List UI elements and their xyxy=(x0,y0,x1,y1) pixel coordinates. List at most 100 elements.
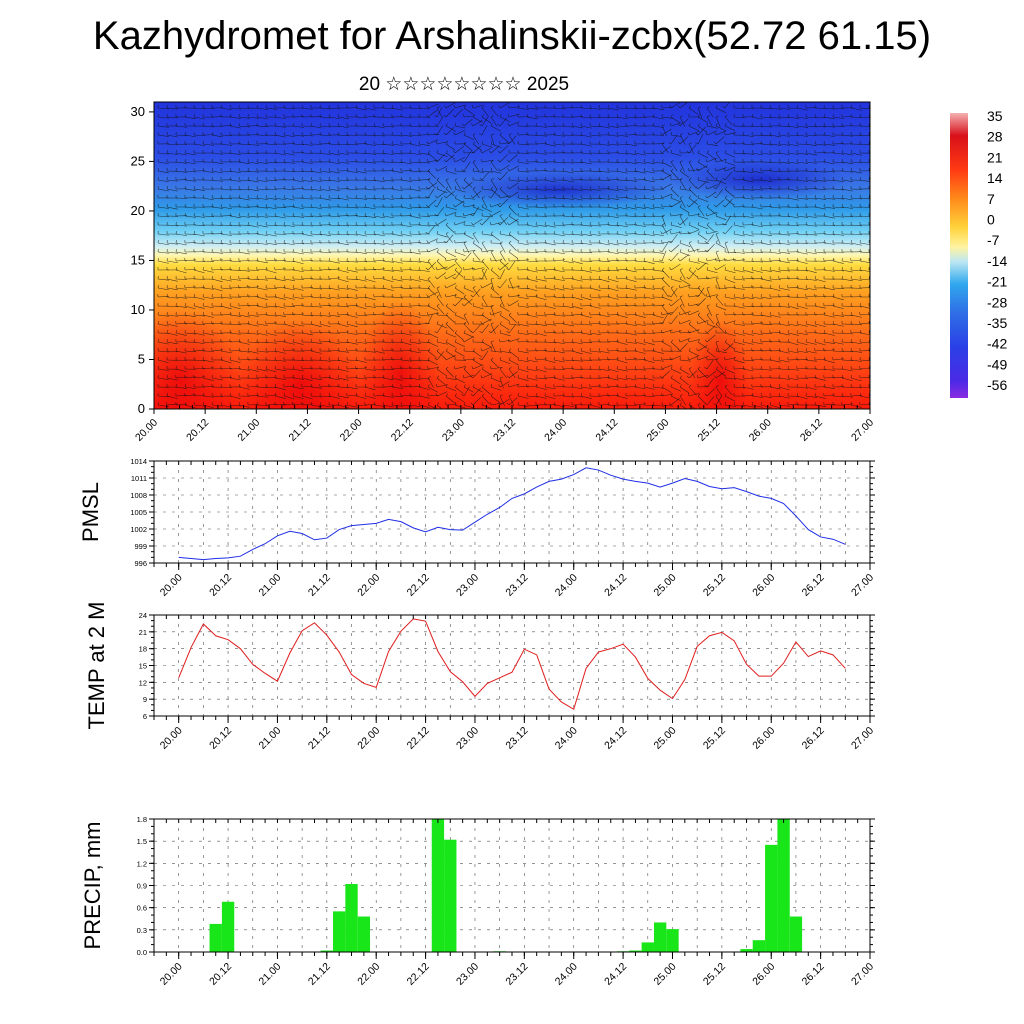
wind-barb-flag xyxy=(427,311,429,316)
wind-barb xyxy=(742,188,754,191)
wind-barb-flag xyxy=(661,214,665,217)
wind-barb xyxy=(292,368,304,372)
wind-barb-flag xyxy=(841,195,843,199)
wind-barb xyxy=(400,341,412,346)
wind-barb xyxy=(400,206,412,210)
wind-barb-flag xyxy=(733,267,735,271)
wind-barb xyxy=(355,233,367,237)
wind-barb-flag xyxy=(229,303,232,307)
wind-barb xyxy=(157,125,169,128)
wind-barb-flag xyxy=(643,357,645,361)
wind-barb xyxy=(256,197,268,200)
wind-barb xyxy=(670,201,681,208)
wind-barb-flag xyxy=(706,267,709,271)
wind-barb xyxy=(733,341,745,345)
wind-barb xyxy=(778,251,790,254)
wind-barb-flag xyxy=(400,330,402,334)
wind-barb xyxy=(580,125,592,129)
wind-barb xyxy=(724,125,736,131)
wind-barb xyxy=(733,224,745,228)
wind-barb-flag xyxy=(211,276,214,280)
wind-barb-flag xyxy=(733,375,735,379)
wind-barb xyxy=(319,314,331,317)
wind-barb xyxy=(697,242,710,244)
wind-barb-flag xyxy=(677,105,681,109)
wind-barb xyxy=(490,269,500,278)
wind-barb-flag xyxy=(526,375,528,379)
wind-barb xyxy=(544,242,556,246)
wind-barb xyxy=(247,197,259,200)
wind-barb-flag xyxy=(274,150,276,154)
wind-barb xyxy=(292,251,304,255)
wind-barb xyxy=(265,341,277,344)
wind-barb xyxy=(859,305,870,309)
wind-barb-flag xyxy=(452,114,456,118)
wind-barb xyxy=(616,143,628,145)
wind-barb xyxy=(832,296,844,301)
wind-barb-flag xyxy=(643,176,645,181)
wind-barb xyxy=(679,206,690,214)
wind-barb-flag xyxy=(470,375,474,379)
wind-barb xyxy=(841,332,853,335)
wind-barb-flag xyxy=(463,231,466,235)
wind-barb-flag xyxy=(328,285,330,289)
wind-barb xyxy=(409,170,421,173)
wind-barb xyxy=(337,377,349,381)
wind-barb xyxy=(814,143,826,146)
wind-barb xyxy=(859,242,870,245)
wind-barb xyxy=(157,368,169,371)
wind-barb-flag xyxy=(805,150,807,154)
wind-barb-flag xyxy=(704,249,708,253)
wind-barb-flag xyxy=(434,213,438,217)
wind-barb-flag xyxy=(444,357,447,361)
wind-barb-flag xyxy=(706,204,710,208)
wind-barb-flag xyxy=(382,239,384,244)
wind-barb xyxy=(598,260,610,262)
wind-barb xyxy=(868,368,870,370)
wind-barb xyxy=(283,224,295,227)
wind-barb xyxy=(715,136,725,145)
wind-barb xyxy=(850,323,862,326)
wind-barb xyxy=(787,224,799,227)
wind-barb-flag xyxy=(706,312,710,316)
wind-barb xyxy=(580,224,592,227)
wind-barb xyxy=(499,134,509,143)
wind-barb xyxy=(571,188,583,191)
wind-barb-flag xyxy=(625,285,627,289)
wind-barb xyxy=(229,179,241,182)
wind-barb xyxy=(760,323,772,325)
wind-barb xyxy=(220,143,232,146)
wind-barb xyxy=(742,341,754,345)
wind-barb xyxy=(562,305,574,309)
wind-barb xyxy=(292,269,304,273)
wind-barb-flag xyxy=(409,141,411,145)
wind-barb xyxy=(499,305,510,312)
wind-barb-flag xyxy=(507,303,510,307)
wind-barb xyxy=(436,153,445,163)
wind-barb xyxy=(796,287,808,291)
wind-barb-flag xyxy=(688,339,690,343)
wind-barb xyxy=(382,143,394,146)
wind-barb-flag xyxy=(454,375,457,379)
wind-barb-flag xyxy=(310,122,312,127)
wind-barb-flag xyxy=(660,330,663,334)
wind-barb xyxy=(715,167,727,172)
wind-barb xyxy=(661,305,670,315)
wind-barb xyxy=(805,116,817,119)
wind-barb xyxy=(787,377,799,381)
wind-barb-flag xyxy=(445,312,449,316)
wind-barb xyxy=(859,359,870,361)
wind-barb-flag xyxy=(688,105,691,109)
wind-barb-flag xyxy=(751,293,753,298)
wind-barb xyxy=(472,267,484,271)
wind-barb xyxy=(616,368,628,372)
wind-barb xyxy=(742,197,754,200)
wind-barb xyxy=(634,215,646,217)
wind-barb-flag xyxy=(733,330,735,334)
wind-barb-flag xyxy=(202,312,204,316)
wind-barb xyxy=(382,260,394,263)
wind-barb xyxy=(778,116,790,118)
wind-barb-flag xyxy=(444,285,447,289)
wind-barb xyxy=(805,341,817,345)
